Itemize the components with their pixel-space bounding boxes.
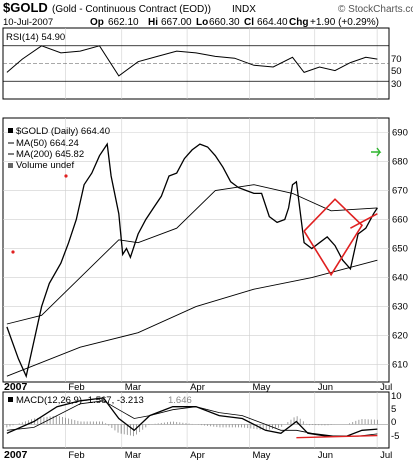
legend-swatch-macd [8,397,13,402]
source-credit: © StockCharts.com [338,4,413,15]
price-frame [2,117,390,383]
rsi-tick-70: 70 [391,54,402,65]
month-label: Jul [380,382,392,393]
quote-cl-label: Cl [244,17,254,28]
macd-support-line [296,434,378,439]
red-dot-marker [11,250,15,254]
macd-line [6,397,378,437]
price-tick-label: 690 [392,128,408,139]
rsi-levels [3,45,389,82]
rsi-panel: 70 50 30 RSI(14) 54.90 [2,27,402,100]
month-label: Apr [190,450,205,461]
quote-lo: 660.30 [209,17,240,28]
quote-op-label: Op [90,17,104,28]
red-dot-marker [64,174,68,178]
month-axis-macd: 2007 Feb Mar Apr May Jun Jul [4,449,392,461]
arrow-icon [371,147,382,157]
ma50-line [6,184,378,325]
price-tick-label: 620 [392,331,408,342]
month-label: Jun [318,450,333,461]
rsi-tick-30: 30 [391,79,402,90]
macd-frame [2,391,390,449]
rsi-line [6,45,378,77]
macd-tick-5: 5 [391,404,396,415]
legend-ma50: MA(50) 664.24 [16,138,79,149]
macd-legend-histogram: 1.646 [168,395,192,406]
price-legend: $GOLD (Daily) 664.40 MA(50) 664.24 MA(20… [8,126,110,171]
legend-ma200: MA(200) 645.82 [16,149,84,160]
price-panel: 690 680 670 660 650 640 630 620 610 $GOLD (Daily… [2,117,408,383]
legend-swatch-price [8,128,13,133]
macd-histogram [6,415,378,437]
quote-cl: 664.40 [257,17,288,28]
price-ticks: 690 680 670 660 650 640 630 620 610 [392,128,408,371]
header: $GOLD (Gold - Continuous Contract (EOD))… [3,0,413,28]
price-tick-label: 680 [392,157,408,168]
legend-swatch-volume [8,163,13,168]
month-label: Feb [68,450,84,461]
quote-op: 662.10 [108,17,139,28]
month-label: Feb [68,382,84,393]
price-tick-label: 670 [392,186,408,197]
price-tick-label: 650 [392,244,408,255]
quote-hi-label: Hi [148,17,158,28]
price-line [6,142,378,379]
month-label: 2007 [4,381,28,393]
symbol: $GOLD [3,0,48,15]
signal-line [6,400,378,437]
month-label: Jul [380,450,392,461]
price-tick-label: 610 [392,360,408,371]
month-label: 2007 [4,449,28,461]
month-label: Mar [125,382,141,393]
price-tick-label: 630 [392,302,408,313]
month-label: Jun [318,382,333,393]
quote-date: 10-Jul-2007 [3,17,53,28]
rsi-legend: RSI(14) 54.90 [6,32,65,43]
breakout-trendline [350,212,378,229]
month-label: Mar [125,450,141,461]
legend-price: $GOLD (Daily) 664.40 [16,126,110,137]
month-axis-price: 2007 Feb Mar Apr May Jun Jul [4,381,392,393]
quote-hi: 667.00 [161,17,192,28]
price-grid [3,118,389,382]
ma200-line [6,259,378,377]
month-label: Apr [190,382,205,393]
quote-lo-label: Lo [196,17,208,28]
price-tick-label: 640 [392,273,408,284]
quote-chg-label: Chg [289,17,308,28]
macd-tick-minus5: -5 [391,431,399,442]
macd-tick-0: 0 [391,417,396,428]
macd-legend: MACD(12,26,9) -1.567, -3.213 [16,395,144,406]
macd-tick-10: 10 [391,391,402,402]
legend-volume: Volume undef [16,160,74,171]
quote-chg: +1.90 (+0.29%) [310,17,379,28]
month-label: May [252,382,270,393]
exchange: INDX [232,4,256,15]
macd-panel: 10 5 0 -5 MACD(12,26,9) -1.567, -3.213 1… [2,391,402,449]
price-tick-label: 660 [392,215,408,226]
triangle-pattern [303,198,364,277]
month-label: May [252,450,270,461]
rsi-tick-50: 50 [391,66,402,77]
instrument-name: (Gold - Continuous Contract (EOD)) [52,4,211,15]
